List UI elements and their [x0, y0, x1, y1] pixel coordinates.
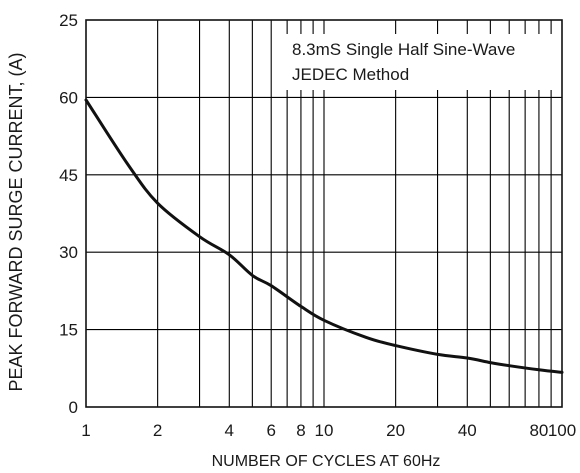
x-tick-label: 80	[529, 421, 548, 440]
x-tick-label: 10	[315, 421, 334, 440]
y-tick-label: 15	[59, 321, 78, 340]
x-axis-title: NUMBER OF CYCLES AT 60Hz	[212, 453, 441, 470]
annotation-line-1: 8.3mS Single Half Sine-Wave	[292, 40, 515, 59]
x-tick-labels: 1 2 4 6 8 10 20 40 80 100	[81, 421, 576, 440]
y-tick-label: 60	[59, 88, 78, 107]
x-tick-label: 40	[458, 421, 477, 440]
y-tick-label: 30	[59, 243, 78, 262]
surge-current-curve	[84, 98, 564, 374]
y-axis-title: PEAK FORWARD SURGE CURRENT, (A)	[6, 52, 26, 391]
x-tick-label: 8	[296, 421, 305, 440]
x-tick-label: 6	[266, 421, 275, 440]
annotation-box	[284, 34, 554, 90]
x-tick-label: 100	[548, 421, 576, 440]
y-tick-labels: 0 15 30 45 60 25	[59, 11, 78, 417]
x-tick-label: 1	[81, 421, 90, 440]
plot-frame	[85, 19, 563, 408]
y-tick-label: 0	[69, 398, 78, 417]
annotation-line-2: JEDEC Method	[292, 65, 409, 84]
x-tick-label: 2	[153, 421, 162, 440]
x-tick-label: 4	[225, 421, 234, 440]
x-tick-label: 20	[386, 421, 405, 440]
y-tick-label: 25	[59, 11, 78, 30]
y-tick-label: 45	[59, 166, 78, 185]
